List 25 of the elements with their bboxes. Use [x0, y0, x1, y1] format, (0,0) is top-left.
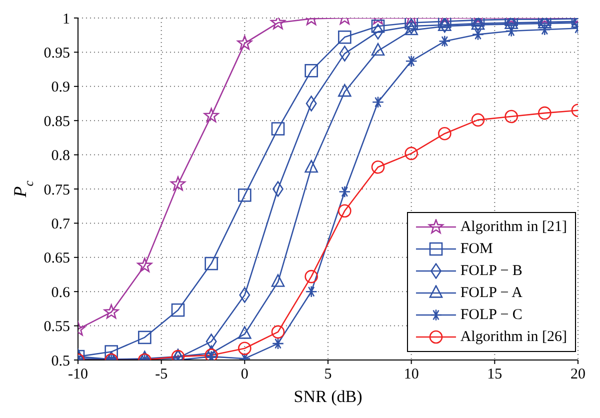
x-tick-label: 15 [487, 366, 502, 383]
x-tick-label: 5 [324, 366, 332, 383]
y-tick-label: 0.65 [44, 250, 70, 267]
y-tick-label: 0.6 [51, 284, 70, 301]
legend-label: FOLP − C [460, 306, 522, 324]
y-tick-label: 0.5 [51, 353, 70, 370]
y-tick-label: 0.7 [51, 216, 70, 233]
legend-label: FOLP − B [460, 262, 522, 280]
legend-label: Algorithm in [21] [460, 218, 567, 236]
y-tick-label: 1 [62, 11, 70, 28]
x-axis-title: SNR (dB) [294, 387, 362, 406]
legend-label: FOM [460, 240, 493, 258]
y-tick-label: 0.85 [44, 114, 70, 130]
x-tick-label: 0 [240, 366, 248, 383]
x-tick-label: -10 [68, 366, 88, 383]
y-tick-label: 0.95 [44, 46, 70, 62]
y-tick-label: 0.8 [51, 148, 70, 164]
y-tick-label: 0.9 [51, 80, 70, 96]
y-tick-label: 0.55 [44, 319, 70, 336]
x-tick-label: 20 [570, 366, 586, 383]
x-tick-label: -5 [155, 366, 168, 383]
legend-label: Algorithm in [26] [460, 328, 567, 346]
x-tick-label: 10 [404, 366, 419, 383]
legend-label: FOLP − A [460, 284, 522, 302]
y-tick-label: 0.75 [44, 182, 70, 198]
